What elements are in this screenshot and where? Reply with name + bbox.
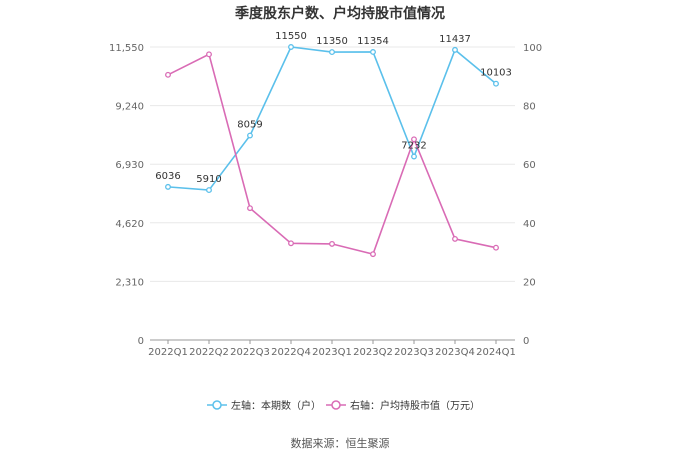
data-point [165, 183, 171, 190]
data-point [329, 240, 335, 247]
x-axis-tick-label: 2023Q4 [435, 347, 475, 358]
data-label: 11437 [439, 34, 471, 45]
data-point [493, 80, 499, 87]
chart-title: 季度股东户数、户均持股市值情况 [234, 5, 445, 22]
x-axis-tick-label: 2022Q3 [230, 347, 270, 358]
data-point [411, 153, 417, 160]
axes: 0 2,310 4,620 6,930 9,240 11,550 0 20 40 60 80 100 2… [109, 43, 542, 358]
data-point [329, 49, 335, 56]
data-point [165, 71, 171, 78]
right-axis-tick-label: 100 [523, 43, 542, 54]
series-lines [165, 44, 499, 258]
left-axis-tick-label: 4,620 [115, 219, 144, 230]
data-label: 5910 [196, 174, 221, 185]
data-labels: 6036 5910 8059 11550 11350 11354 7232 11437 1010… [155, 31, 512, 185]
left-axis-tick-label: 9,240 [115, 102, 144, 113]
data-point [247, 205, 253, 212]
x-axis-tick-label: 2023Q3 [394, 347, 434, 358]
legend-marker [331, 400, 341, 410]
data-label: 11550 [275, 31, 307, 42]
x-axis-tick-label: 2024Q1 [476, 347, 516, 358]
left-axis-tick-label: 11,550 [109, 43, 144, 54]
left-axis-tick-label: 6,930 [115, 160, 144, 171]
left-axis-tick-label: 2,310 [115, 277, 144, 288]
left-axis-tick-label: 0 [138, 336, 144, 347]
legend-label: 右轴：户均持股市值（万元） [350, 399, 480, 412]
data-label: 8059 [237, 120, 262, 131]
data-label: 11354 [357, 36, 389, 47]
x-axis-tick-label: 2022Q4 [271, 347, 311, 358]
legend: 左轴：本期数（户） 右轴：户均持股市值（万元） [207, 399, 480, 412]
data-point [411, 136, 417, 143]
right-axis-tick-label: 0 [523, 336, 529, 347]
data-point [206, 187, 212, 194]
data-point [452, 46, 458, 53]
data-label: 7232 [401, 141, 426, 152]
grid-lines [150, 46, 515, 282]
right-axis-tick-label: 20 [523, 277, 536, 288]
series-line [167, 46, 497, 191]
data-label: 10103 [480, 68, 512, 79]
data-point [493, 244, 499, 251]
data-point [206, 51, 212, 58]
data-point [452, 235, 458, 242]
right-axis-tick-label: 80 [523, 102, 536, 113]
data-point [288, 44, 294, 50]
x-axis-tick-label: 2022Q2 [189, 347, 229, 358]
source-note: 数据来源：恒生聚源 [291, 436, 390, 450]
data-label: 6036 [155, 171, 180, 182]
data-label: 11350 [316, 36, 348, 47]
right-axis-tick-label: 40 [523, 219, 536, 230]
data-point [247, 132, 253, 139]
series-line [167, 53, 497, 256]
legend-marker [212, 400, 222, 410]
x-axis-tick-label: 2022Q1 [148, 347, 188, 358]
data-point [288, 240, 294, 247]
data-point [370, 251, 376, 258]
right-axis-tick-label: 60 [523, 160, 536, 171]
legend-label: 左轴：本期数（户） [231, 399, 321, 412]
data-point [370, 49, 376, 55]
x-axis-tick-label: 2023Q1 [312, 347, 352, 358]
x-axis-tick-label: 2023Q2 [353, 347, 393, 358]
